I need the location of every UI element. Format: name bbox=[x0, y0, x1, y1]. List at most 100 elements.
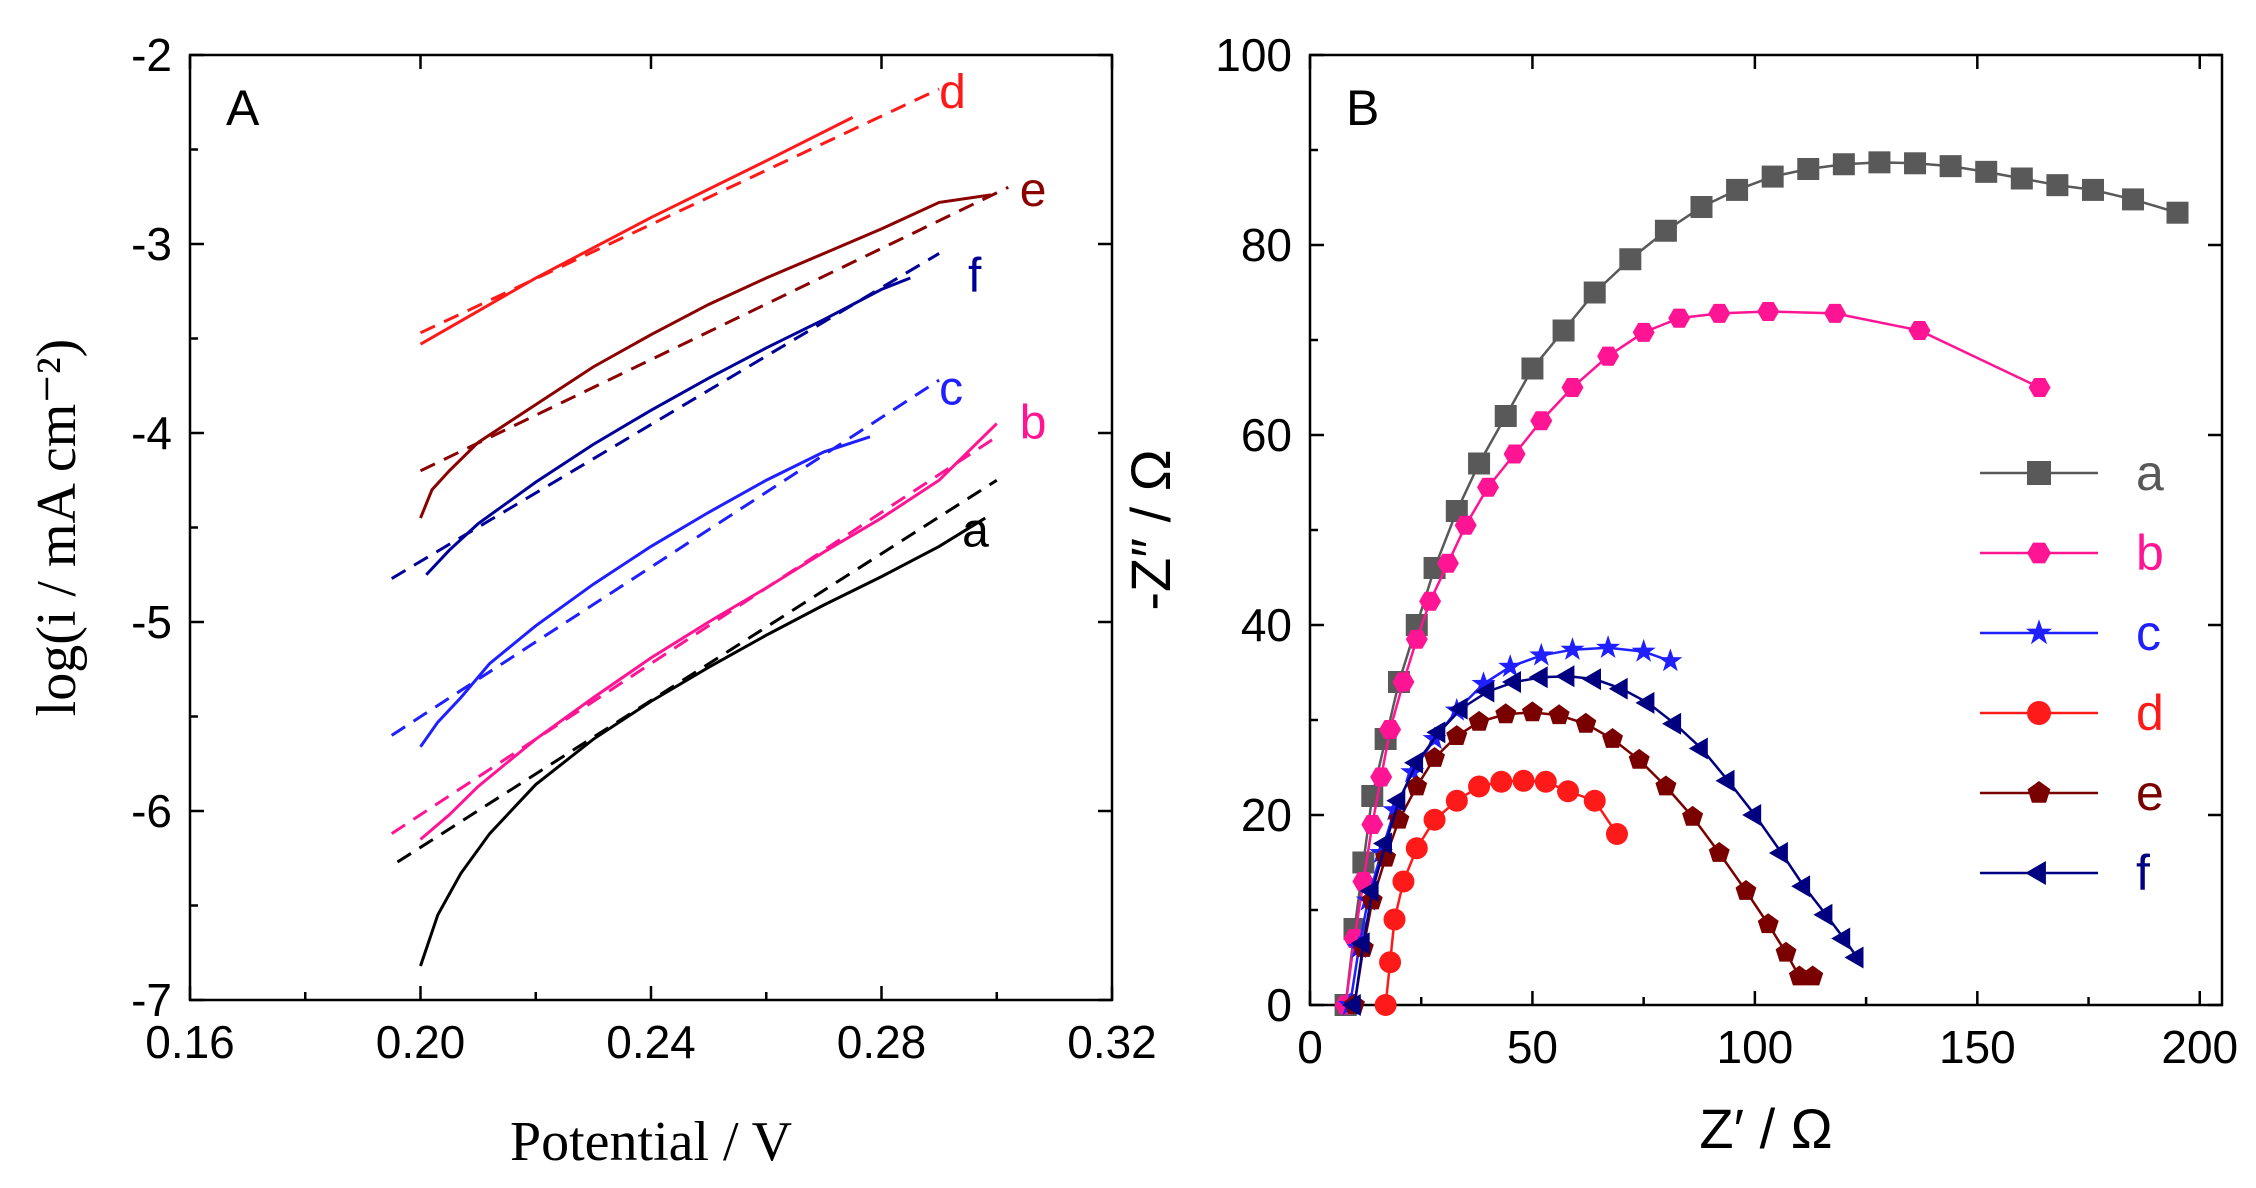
data-point-f bbox=[1448, 697, 1468, 720]
data-point-e bbox=[1802, 965, 1824, 986]
data-point-e bbox=[1775, 941, 1797, 962]
y-tick-label: -6 bbox=[131, 785, 172, 837]
data-point-a bbox=[1521, 357, 1544, 380]
legend-label-c: c bbox=[2136, 605, 2161, 661]
legend-marker-c bbox=[2025, 619, 2053, 645]
x-tick-label: 0.28 bbox=[837, 1016, 927, 1068]
y-tick-label: 60 bbox=[1241, 409, 1292, 461]
curve-label-c: c bbox=[939, 363, 963, 416]
data-point-f bbox=[1341, 994, 1361, 1016]
data-point-b bbox=[1757, 302, 1780, 321]
data-point-f bbox=[1844, 946, 1864, 969]
y-tick-label: 0 bbox=[1266, 979, 1292, 1031]
data-point-e bbox=[1495, 703, 1517, 724]
y-tick-label: -5 bbox=[131, 596, 172, 648]
data-point-c bbox=[1498, 654, 1523, 677]
x-tick-label: 0 bbox=[1297, 1021, 1323, 1073]
panel-a-tafel-plot: 0.16 0.20 0.24 0.28 0.32 -7 -6 -5 -4 -3 -2 A Potenti… bbox=[26, 29, 1157, 1173]
series-a: a bbox=[396, 478, 998, 967]
legend-label-b: b bbox=[2136, 525, 2164, 581]
connector-line-d bbox=[1384, 779, 1619, 1006]
legend-label-d: d bbox=[2136, 685, 2164, 741]
curve-label-e: e bbox=[1020, 164, 1047, 217]
data-point-f bbox=[1831, 927, 1851, 950]
data-point-c bbox=[1529, 642, 1554, 666]
y-tick-label: 40 bbox=[1241, 599, 1292, 651]
x-axis-label: Z′ / Ω bbox=[1699, 1097, 1832, 1160]
data-point-f bbox=[1582, 668, 1601, 691]
measured-curve-a bbox=[419, 516, 987, 967]
series-d: d bbox=[419, 66, 966, 346]
data-point-f bbox=[1386, 789, 1406, 812]
data-point-b bbox=[1824, 303, 1846, 323]
y-axis-label: log(i / mA cm⁻²) bbox=[26, 339, 88, 717]
x-tick-label: 0.20 bbox=[376, 1016, 466, 1068]
legend-entry-d: d bbox=[1980, 685, 2164, 741]
x-tick-label: 0.16 bbox=[145, 1016, 235, 1068]
data-point-e bbox=[1522, 701, 1543, 722]
data-point-d bbox=[1490, 770, 1513, 793]
data-point-b bbox=[1419, 591, 1442, 611]
series-f: f bbox=[390, 249, 982, 580]
data-point-b bbox=[1708, 303, 1731, 323]
data-point-f bbox=[1662, 712, 1682, 735]
data-point-f bbox=[1475, 680, 1495, 703]
y-tick-label: 20 bbox=[1241, 789, 1292, 841]
y-tick-label: -7 bbox=[131, 974, 172, 1026]
y-tick-label: -4 bbox=[131, 407, 172, 459]
legend-entry-e: e bbox=[1980, 765, 2164, 821]
data-point-e bbox=[1446, 725, 1468, 745]
series-a bbox=[1334, 151, 2189, 1016]
x-tick-label: 200 bbox=[2161, 1021, 2238, 1073]
data-point-f bbox=[1528, 666, 1548, 689]
legend-entry-b: b bbox=[1980, 525, 2164, 581]
data-point-a bbox=[1726, 178, 1749, 201]
legend-marker-f bbox=[2025, 861, 2046, 885]
data-point-f bbox=[1555, 665, 1575, 688]
x-tick-label: 50 bbox=[1507, 1021, 1558, 1073]
panel-b-nyquist-plot: 0 50 100 150 200 0 20 40 60 80 100 B Z′ / Ω -Z″ / Ω ab… bbox=[1119, 29, 2238, 1160]
data-point-e bbox=[1575, 712, 1597, 733]
data-point-b bbox=[1477, 477, 1499, 497]
y-tick-label: 80 bbox=[1241, 219, 1292, 271]
data-point-a bbox=[2010, 167, 2033, 190]
legend-entry-c: c bbox=[1980, 605, 2161, 661]
data-point-a bbox=[1352, 851, 1375, 874]
data-point-d bbox=[1374, 994, 1397, 1016]
measured-curve-b bbox=[419, 422, 998, 841]
x-axis-label: Potential / V bbox=[510, 1111, 792, 1173]
x-tick-label: 0.24 bbox=[606, 1016, 696, 1068]
fit-line-b bbox=[390, 435, 998, 835]
measured-curve-f bbox=[425, 276, 911, 576]
series-b bbox=[1334, 302, 2051, 1015]
data-point-e bbox=[1628, 748, 1650, 769]
legend-marker-a bbox=[2027, 461, 2051, 485]
measured-curve-c bbox=[419, 435, 871, 748]
data-point-f bbox=[1502, 671, 1521, 693]
data-point-d bbox=[1534, 770, 1557, 793]
data-point-e bbox=[1468, 710, 1490, 731]
data-point-e bbox=[1708, 842, 1730, 862]
data-point-a bbox=[2166, 201, 2189, 224]
data-point-f bbox=[1426, 721, 1446, 744]
legend-marker-e bbox=[2027, 781, 2051, 803]
data-point-f bbox=[1350, 932, 1370, 955]
data-point-a bbox=[1494, 405, 1517, 427]
connector-line-a bbox=[1344, 161, 2178, 1006]
data-point-b bbox=[1561, 378, 1584, 397]
data-point-a bbox=[1690, 196, 1713, 218]
data-point-f bbox=[1373, 832, 1392, 855]
data-point-b bbox=[1392, 672, 1415, 692]
data-point-b bbox=[1908, 321, 1931, 340]
data-point-b bbox=[2028, 378, 2051, 397]
data-point-b bbox=[1361, 815, 1384, 834]
data-point-d bbox=[1583, 789, 1606, 812]
series-b: b bbox=[390, 397, 1047, 841]
legend-marker-d bbox=[2027, 701, 2051, 725]
data-point-d bbox=[1557, 780, 1580, 803]
data-point-a bbox=[1761, 165, 1784, 188]
legend-entry-a: a bbox=[1980, 445, 2164, 501]
data-point-c bbox=[1596, 635, 1621, 658]
data-point-e bbox=[1424, 747, 1445, 767]
